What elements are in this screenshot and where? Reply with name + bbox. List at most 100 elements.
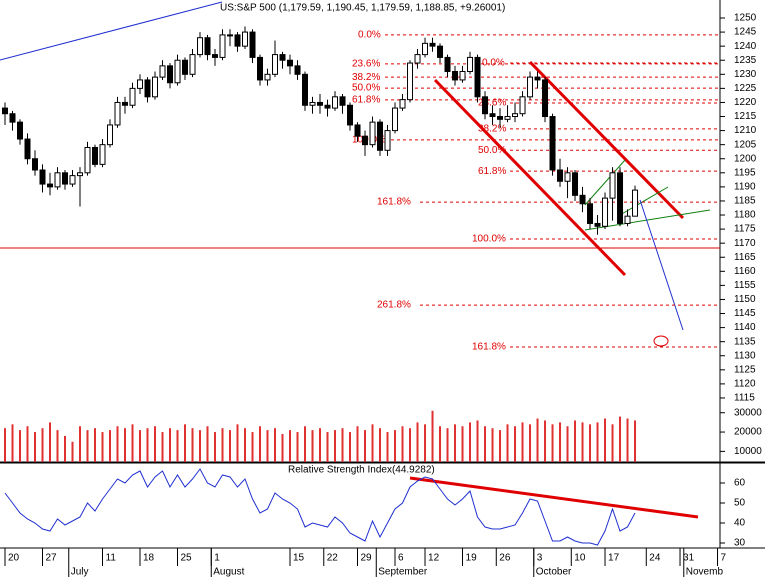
fib-label: 161.8% <box>377 197 411 208</box>
y-tick-label: 1150 <box>734 294 756 305</box>
y-tick-label: 40 <box>734 518 746 529</box>
y-tick-label: 1250 <box>734 13 757 24</box>
candle-body <box>272 54 279 75</box>
candle-body <box>354 124 361 137</box>
candle-body <box>384 130 391 151</box>
candle-body <box>129 87 136 106</box>
y-tick-label: 30 <box>734 538 746 549</box>
fib-label: 38.2% <box>352 72 380 83</box>
y-tick-label: 1175 <box>734 224 756 235</box>
candle-body <box>579 194 586 205</box>
candle-body <box>617 172 624 224</box>
candle-body <box>407 62 414 101</box>
candle-body <box>159 65 166 78</box>
fib-label: 0.0% <box>482 58 505 69</box>
candle-body <box>564 172 571 182</box>
month-label: Novemb <box>686 567 724 577</box>
candle-body <box>99 144 106 165</box>
candle-body <box>32 158 39 171</box>
fib-label: 61.8% <box>352 95 380 106</box>
candle-body <box>429 42 436 47</box>
x-tick-label: 15 <box>293 553 305 564</box>
candle-body <box>249 31 256 58</box>
candle-body <box>324 104 331 109</box>
chart-title: US:S&P 500 (1,179.59, 1,190.45, 1,179.59… <box>220 3 505 14</box>
y-tick-label: 1120 <box>734 379 756 390</box>
x-tick-label: 26 <box>499 553 511 564</box>
candle-body <box>512 113 519 118</box>
candle-body <box>549 116 556 171</box>
candle-body <box>107 124 114 146</box>
x-tick-label: 18 <box>143 553 155 564</box>
candle-body <box>467 56 474 72</box>
y-tick-label: 10000 <box>734 446 762 457</box>
fib-label: 50.0% <box>352 83 380 94</box>
candle-body <box>234 34 241 47</box>
x-tick-label: 29 <box>361 553 373 564</box>
candle-body <box>504 116 511 120</box>
y-tick-label: 1185 <box>734 196 756 207</box>
candle-body <box>114 101 121 126</box>
candle-body <box>422 42 429 56</box>
projection-line <box>639 199 684 331</box>
y-tick-label: 60 <box>734 478 746 489</box>
candle-body <box>287 59 294 67</box>
candle-body <box>534 76 541 81</box>
candle-body <box>347 104 354 126</box>
candle-body <box>602 197 609 227</box>
candle-body <box>174 59 181 84</box>
candle-body <box>77 172 84 177</box>
y-tick-label: 1115 <box>734 393 755 404</box>
x-tick-label: 17 <box>608 553 620 564</box>
candle-body <box>212 54 219 58</box>
fib-label: 161.8% <box>472 342 506 353</box>
y-tick-label: 1180 <box>734 210 756 221</box>
candle-body <box>587 203 594 224</box>
candle-body <box>309 101 316 106</box>
y-tick-label: 50 <box>734 498 746 509</box>
x-tick-label: 27 <box>46 553 58 564</box>
x-tick-label: 25 <box>181 553 193 564</box>
channel-line <box>433 78 627 277</box>
candle-body <box>609 172 616 199</box>
fib-label: 261.8% <box>377 300 411 311</box>
candle-body <box>444 56 451 72</box>
fib-label: 0.0% <box>358 30 381 41</box>
candle-body <box>219 34 226 58</box>
candle-body <box>152 76 159 98</box>
candle-body <box>144 79 151 98</box>
candle-body <box>9 113 16 123</box>
y-tick-label: 1245 <box>734 27 757 38</box>
candle-body <box>122 101 129 106</box>
candle-body <box>489 113 496 118</box>
candle-body <box>204 37 211 56</box>
fib-label: 50.0% <box>478 145 506 156</box>
candle-body <box>339 96 346 106</box>
trend-line <box>584 159 626 206</box>
candle-body <box>227 34 234 37</box>
x-tick-label: 19 <box>466 553 478 564</box>
candle-body <box>189 54 196 75</box>
y-tick-label: 1200 <box>734 153 757 164</box>
y-tick-label: 1210 <box>734 125 757 136</box>
fib-label: 100.0% <box>472 234 506 245</box>
y-tick-label: 1130 <box>734 350 756 361</box>
candle-body <box>54 172 61 188</box>
month-label: September <box>378 567 428 577</box>
candle-body <box>594 222 601 227</box>
icon <box>653 335 669 347</box>
y-tick-label: 1190 <box>734 182 756 193</box>
fib-label: 23.6% <box>478 98 506 109</box>
candle-body <box>399 99 406 109</box>
month-label: August <box>213 567 244 577</box>
y-tick-label: 1140 <box>734 322 756 333</box>
candle-body <box>459 70 466 81</box>
y-tick-label: 1225 <box>734 83 757 94</box>
candle-body <box>137 79 144 89</box>
candle-body <box>362 135 369 146</box>
x-tick-label: 31 <box>683 553 695 564</box>
month-label: July <box>71 567 89 577</box>
rsi-line <box>4 468 636 546</box>
